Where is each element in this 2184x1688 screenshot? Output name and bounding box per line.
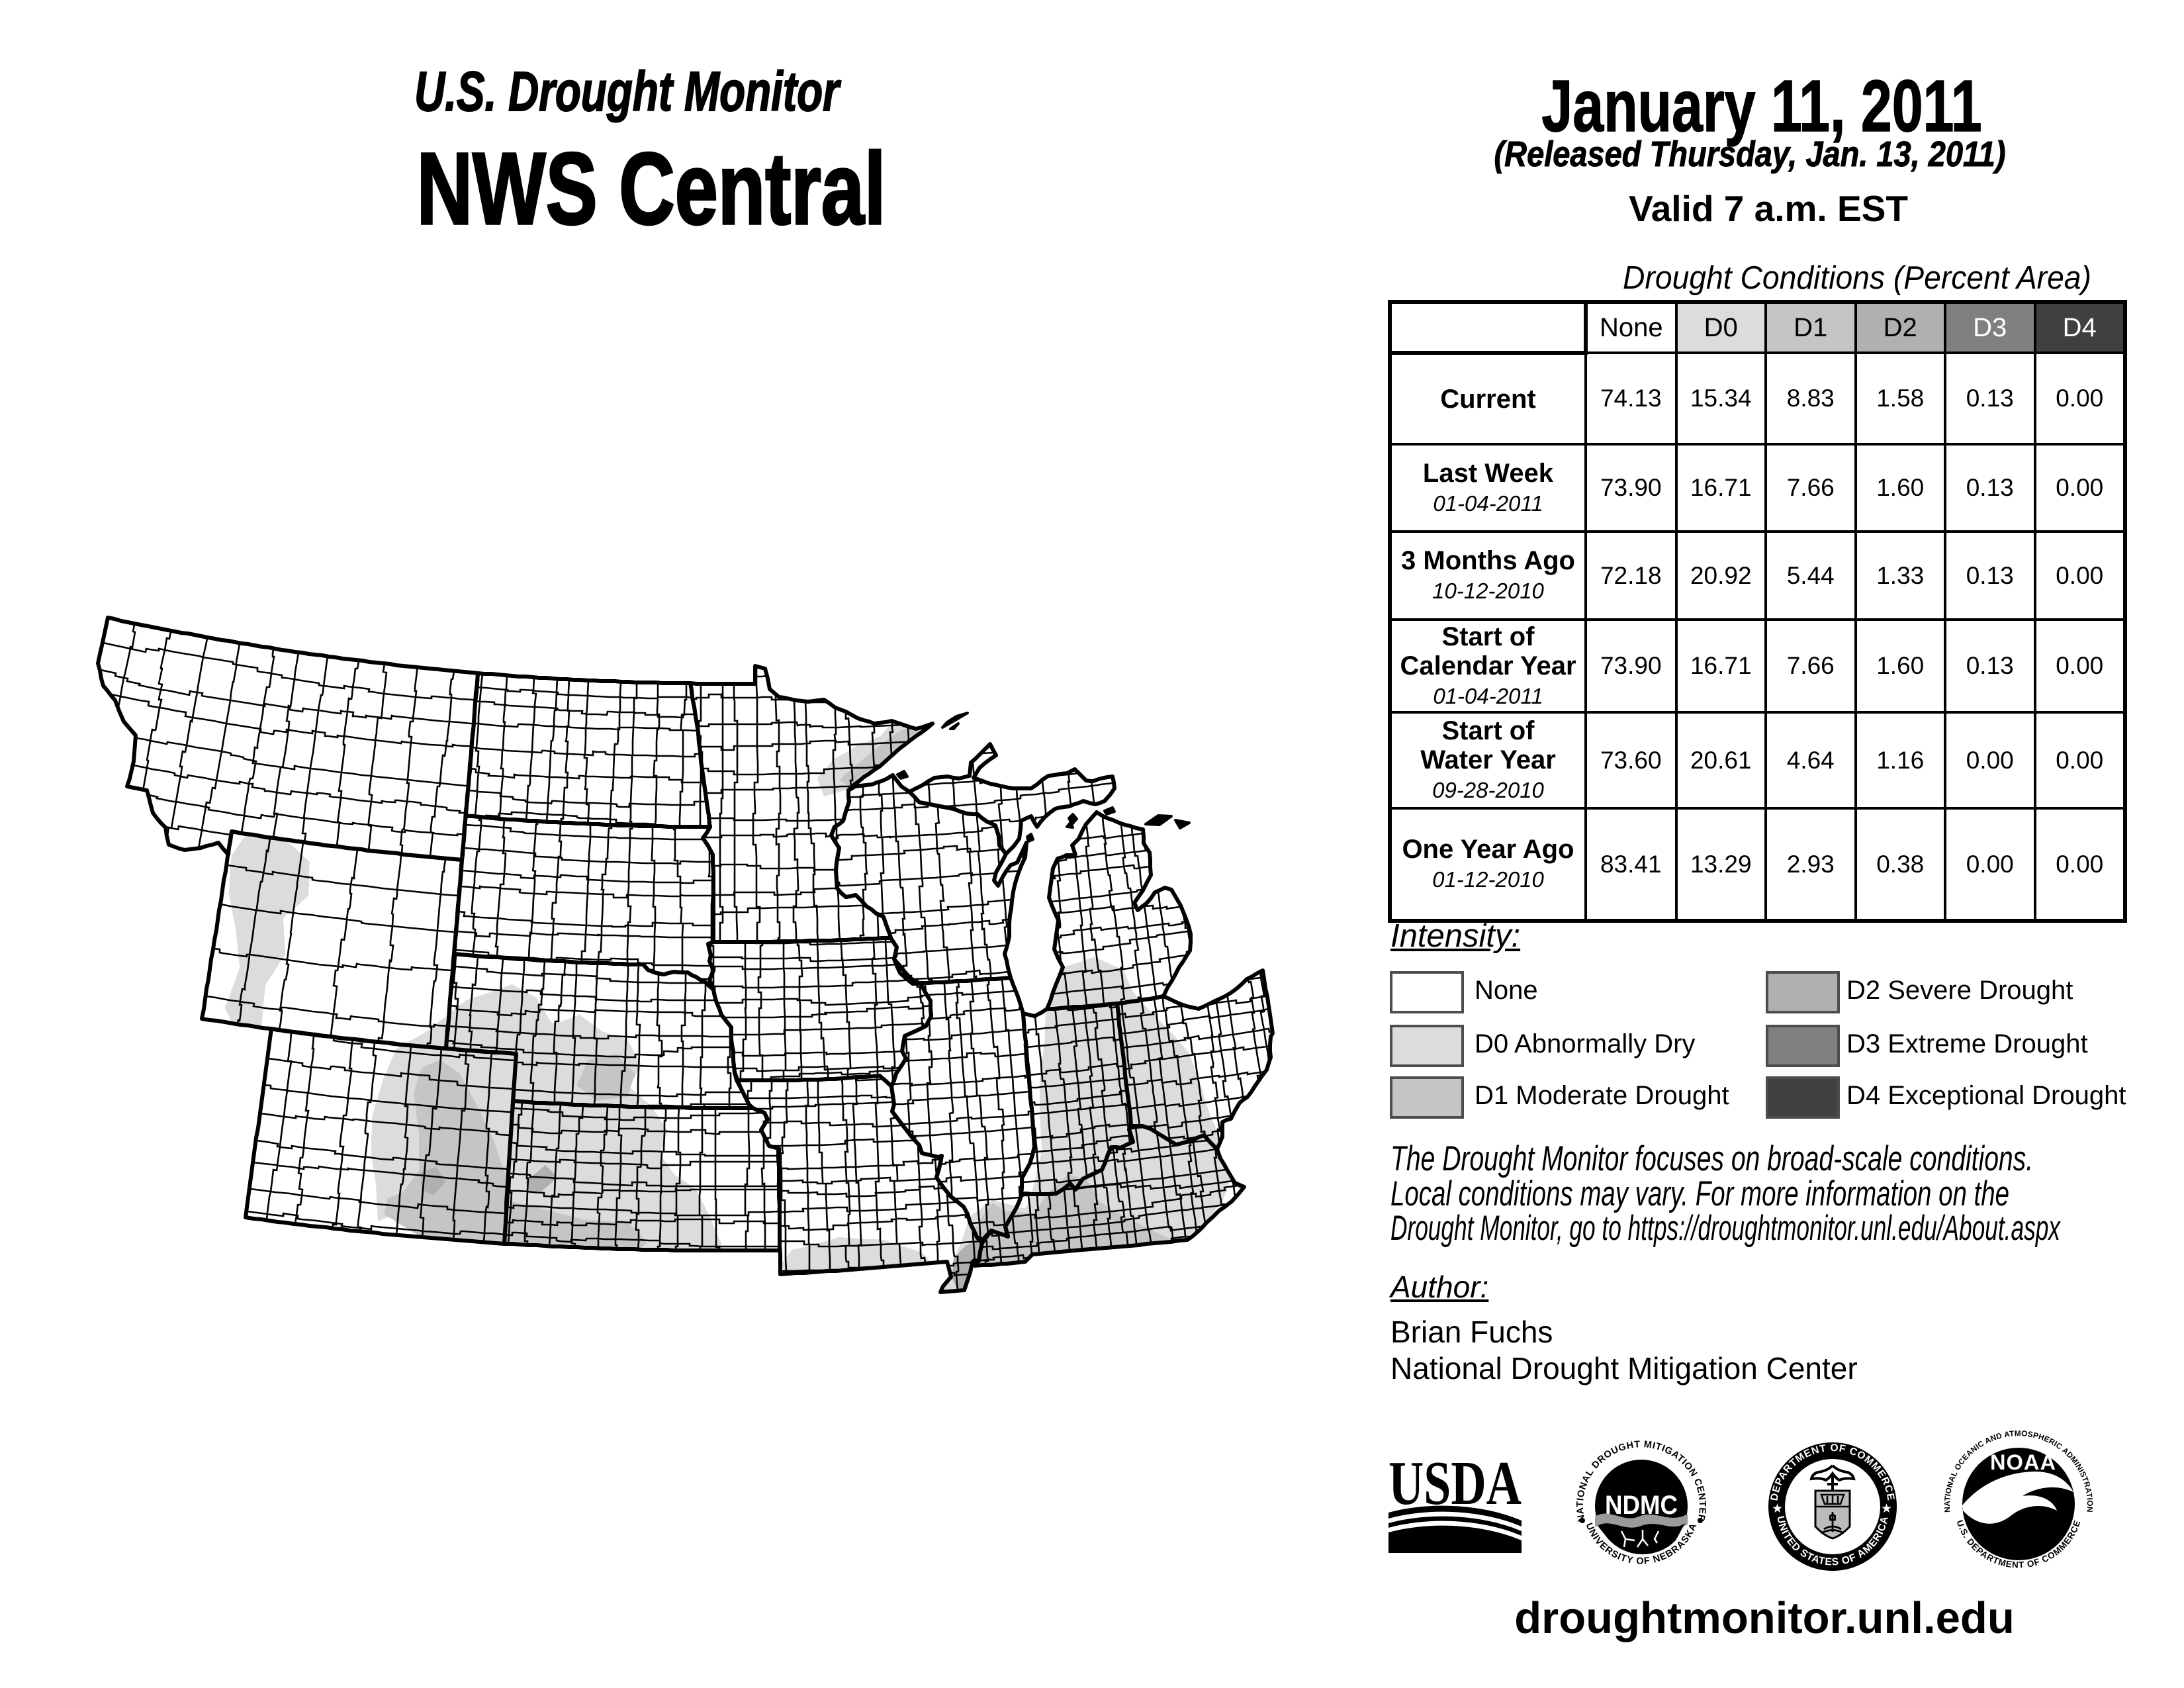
svg-text:★: ★ xyxy=(1881,1502,1892,1516)
svg-text:NDMC: NDMC xyxy=(1605,1491,1678,1520)
svg-text:★: ★ xyxy=(1772,1502,1783,1516)
svg-text:NOAA: NOAA xyxy=(1990,1450,2056,1474)
